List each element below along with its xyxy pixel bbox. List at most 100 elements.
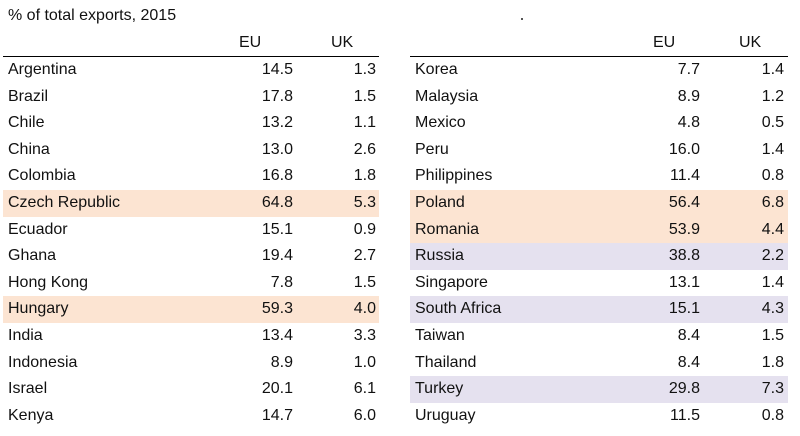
uk-value-cell: 0.9 [353, 220, 376, 238]
country-cell: Singapore [415, 273, 488, 291]
eu-value-cell: 8.4 [677, 353, 700, 371]
uk-value-cell: 6.0 [353, 406, 376, 424]
table-row: Thailand 8.4 1.8 [410, 350, 788, 377]
table-row: Chile 13.2 1.1 [3, 110, 379, 137]
uk-value-cell: 1.8 [353, 167, 376, 185]
uk-value-cell: 7.3 [761, 380, 784, 398]
country-cell: Korea [415, 61, 458, 78]
uk-value-cell: 5.3 [353, 193, 376, 211]
left-table-body: Argentina 14.5 1.3 Brazil 17.8 1.5 Chile 13.2 1.… [3, 57, 379, 429]
table-row: Romania 53.9 4.4 [410, 216, 788, 244]
uk-value-cell: 2.6 [353, 140, 376, 158]
uk-value-cell: 1.5 [353, 87, 376, 105]
uk-value-cell: 4.4 [761, 220, 784, 238]
country-cell: Czech Republic [8, 193, 121, 211]
country-cell: Hungary [8, 300, 69, 318]
table-row: Indonesia 8.9 1.0 [3, 350, 379, 377]
table-row: Hungary 59.3 4.0 [3, 296, 379, 323]
right-table-header: EU UK [410, 30, 788, 57]
country-cell: Colombia [8, 167, 76, 185]
eu-value-cell: 8.9 [270, 353, 293, 371]
table-row: India 13.4 3.3 [3, 323, 379, 350]
country-cell: South Africa [415, 300, 502, 318]
table-row: Poland 56.4 6.8 [410, 189, 788, 217]
table-row: Peru 16.0 1.4 [410, 137, 788, 164]
eu-value-cell: 15.1 [261, 220, 293, 238]
uk-value-cell: 2.7 [353, 247, 376, 265]
eu-value-cell: 20.1 [261, 380, 293, 398]
uk-value-cell: 1.4 [761, 273, 784, 291]
eu-value-cell: 64.8 [261, 193, 293, 211]
country-cell: Israel [8, 380, 48, 398]
table-row: Brazil 17.8 1.5 [3, 84, 379, 111]
table-row: Taiwan 8.4 1.5 [410, 323, 788, 350]
eu-value-cell: 13.0 [261, 140, 293, 158]
eu-value-cell: 8.4 [677, 326, 700, 344]
uk-value-cell: 1.1 [353, 114, 376, 132]
uk-value-cell: 1.5 [761, 326, 784, 344]
right-table-body: Korea 7.7 1.4 Malaysia 8.9 1.2 Mexico 4.8 0.5 Per… [410, 57, 788, 429]
table-caption: % of total exports, 2015 [8, 7, 177, 24]
eu-value-cell: 53.9 [668, 220, 700, 238]
uk-value-cell: 6.1 [353, 380, 376, 398]
country-cell: India [8, 326, 43, 344]
country-cell: Romania [415, 220, 480, 238]
stray-dot [521, 18, 523, 20]
table-row: Malaysia 8.9 1.2 [410, 84, 788, 111]
country-cell: Uruguay [415, 406, 476, 424]
country-cell: Poland [415, 193, 465, 211]
uk-value-cell: 1.4 [761, 61, 784, 78]
eu-value-cell: 4.8 [677, 114, 700, 132]
eu-value-cell: 29.8 [668, 380, 700, 398]
eu-value-cell: 7.7 [677, 61, 700, 78]
country-cell: Indonesia [8, 353, 78, 371]
eu-value-cell: 8.9 [677, 87, 700, 105]
table-row: Colombia 16.8 1.8 [3, 163, 379, 190]
uk-value-cell: 3.3 [353, 326, 376, 344]
country-cell: Thailand [415, 353, 477, 371]
country-cell: Kenya [8, 406, 54, 424]
column-header-eu: EU [239, 34, 262, 51]
uk-value-cell: 4.3 [761, 300, 784, 318]
uk-value-cell: 1.8 [761, 353, 784, 371]
eu-value-cell: 17.8 [261, 87, 293, 105]
country-cell: Mexico [415, 114, 466, 132]
table-row: Mexico 4.8 0.5 [410, 110, 788, 137]
column-header-uk: UK [739, 34, 762, 51]
left-table-header: EU UK [3, 30, 379, 57]
column-header-uk: UK [331, 34, 354, 51]
table-row: Israel 20.1 6.1 [3, 376, 379, 403]
eu-value-cell: 16.8 [261, 167, 293, 185]
eu-value-cell: 16.0 [668, 140, 700, 158]
country-cell: Malaysia [415, 87, 479, 105]
eu-value-cell: 11.5 [670, 406, 700, 424]
right-table: EU UK Korea 7.7 1.4 Malaysia 8.9 1.2 Mexico 4.8… [410, 30, 788, 429]
table-row: Argentina 14.5 1.3 [3, 57, 379, 84]
country-cell: China [8, 140, 50, 158]
country-cell: Peru [415, 140, 449, 158]
eu-value-cell: 19.4 [261, 247, 293, 265]
country-cell: Chile [8, 114, 45, 132]
table-row: Hong Kong 7.8 1.5 [3, 270, 379, 297]
country-cell: Hong Kong [8, 273, 89, 291]
uk-value-cell: 6.8 [761, 193, 784, 211]
country-cell: Philippines [415, 167, 493, 185]
table-row: Czech Republic 64.8 5.3 [3, 189, 379, 217]
uk-value-cell: 1.2 [761, 87, 784, 105]
uk-value-cell: 0.5 [761, 114, 784, 132]
eu-value-cell: 14.5 [261, 61, 293, 78]
table-row: China 13.0 2.6 [3, 137, 379, 164]
country-cell: Taiwan [415, 326, 465, 344]
eu-value-cell: 59.3 [261, 300, 293, 318]
country-cell: Turkey [415, 380, 464, 398]
country-cell: Ecuador [8, 220, 68, 238]
uk-value-cell: 0.8 [761, 167, 784, 185]
table-row: Ecuador 15.1 0.9 [3, 217, 379, 244]
country-cell: Argentina [8, 61, 77, 78]
country-cell: Russia [415, 247, 464, 265]
eu-value-cell: 11.4 [670, 167, 700, 185]
uk-value-cell: 0.8 [761, 406, 784, 424]
eu-value-cell: 13.1 [668, 273, 700, 291]
table-row: South Africa 15.1 4.3 [410, 296, 788, 323]
table-row: Russia 38.8 2.2 [410, 243, 788, 270]
